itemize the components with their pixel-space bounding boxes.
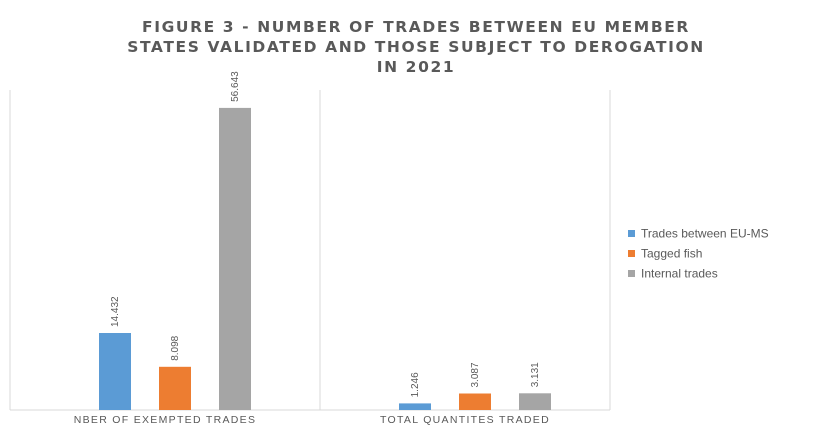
- category-label-total-quantities: TOTAL QUANTITES TRADED: [380, 414, 550, 426]
- chart-title-line-3: IN 2021: [377, 58, 455, 76]
- chart-title-line-2: STATES VALIDATED AND THOSE SUBJECT TO DE…: [127, 38, 705, 56]
- bar-internal-trades-nber-of-exempted-trades: [219, 107, 251, 411]
- chart-title-line-1: FIGURE 3 - NUMBER OF TRADES BETWEEN EU M…: [142, 18, 690, 36]
- value-label-trades-between-eu-ms-nber-of-exempted-trades: 14.432: [110, 296, 121, 327]
- legend-swatch-trades-between-eu-ms: [628, 230, 635, 237]
- legend-label-trades-between-eu-ms: Trades between EU-MS: [641, 227, 769, 241]
- legend-swatch-tagged-fish: [628, 250, 635, 257]
- bars-layer: [99, 107, 551, 411]
- chart-title: FIGURE 3 - NUMBER OF TRADES BETWEEN EU M…: [127, 18, 705, 76]
- plot-area: 14.432 8.098 56.643 1.246 3.087 3.131 NBER OF…: [9, 71, 611, 426]
- bar-trades-between-eu-ms-nber-of-exempted-trades: [99, 333, 131, 410]
- legend: Trades between EU-MS Tagged fish Interna…: [628, 227, 769, 281]
- legend-label-internal-trades: Internal trades: [641, 267, 718, 281]
- legend-label-tagged-fish: Tagged fish: [641, 247, 702, 261]
- bar-internal-trades-total-quantites-traded: [519, 393, 551, 410]
- value-label-tagged-fish-total-quantites-traded: 3.087: [470, 362, 481, 387]
- bar-tagged-fish-total-quantites-traded: [459, 393, 491, 410]
- value-label-tagged-fish-nber-of-exempted-trades: 8.098: [170, 335, 181, 360]
- value-labels-layer: 14.432 8.098 56.643 1.246 3.087 3.131: [110, 71, 541, 398]
- category-label-exempted-trades: NBER OF EXEMPTED TRADES: [74, 414, 257, 426]
- value-label-trades-between-eu-ms-total-quantites-traded: 1.246: [410, 372, 421, 397]
- legend-swatch-internal-trades: [628, 270, 635, 277]
- value-label-internal-trades-total-quantites-traded: 3.131: [530, 362, 541, 387]
- bar-tagged-fish-nber-of-exempted-trades: [159, 366, 191, 410]
- bar-trades-between-eu-ms-total-quantites-traded: [399, 403, 431, 410]
- value-label-internal-trades-nber-of-exempted-trades: 56.643: [230, 71, 241, 102]
